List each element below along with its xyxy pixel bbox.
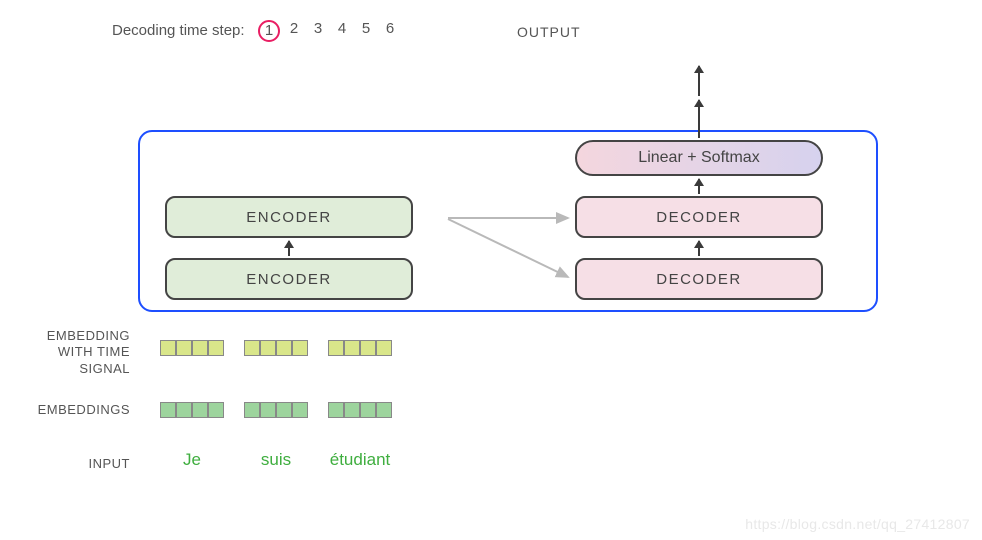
arrow-linear-out — [698, 100, 700, 138]
timestep-label: Decoding time step: — [112, 22, 245, 39]
embedding-time-group-2 — [244, 340, 308, 356]
decoder-bottom: DECODER — [575, 258, 823, 300]
output-label: OUTPUT — [517, 24, 581, 40]
timestep-row: 1 2 3 4 5 6 — [258, 20, 400, 42]
label-embeddings: EMBEDDINGS — [20, 402, 130, 418]
input-word-2: suis — [244, 450, 308, 470]
input-word-1: Je — [160, 450, 224, 470]
linear-softmax-block: Linear + Softmax — [575, 140, 823, 176]
arrow-encoder-stack — [288, 241, 290, 256]
input-words-row: Je suis étudiant — [160, 450, 392, 470]
arrow-decoder-to-linear — [698, 179, 700, 194]
embedding-time-group-1 — [160, 340, 224, 356]
embeddings-group-1 — [160, 402, 224, 418]
input-word-3: étudiant — [328, 450, 392, 470]
timestep-2: 2 — [284, 20, 304, 42]
embedding-time-row — [160, 340, 392, 356]
encoder-top: ENCODER — [165, 196, 413, 238]
timestep-3: 3 — [308, 20, 328, 42]
timestep-6: 6 — [380, 20, 400, 42]
timestep-5: 5 — [356, 20, 376, 42]
timestep-4: 4 — [332, 20, 352, 42]
arrow-output-top — [698, 66, 700, 96]
embeddings-row — [160, 402, 392, 418]
watermark: https://blog.csdn.net/qq_27412807 — [745, 516, 970, 532]
label-input: INPUT — [20, 456, 130, 472]
encoder-bottom: ENCODER — [165, 258, 413, 300]
timestep-1: 1 — [258, 20, 280, 42]
arrow-decoder-stack — [698, 241, 700, 256]
label-embedding-time-signal: EMBEDDING WITH TIME SIGNAL — [20, 328, 130, 377]
embedding-time-group-3 — [328, 340, 392, 356]
embeddings-group-2 — [244, 402, 308, 418]
decoder-top: DECODER — [575, 196, 823, 238]
embeddings-group-3 — [328, 402, 392, 418]
